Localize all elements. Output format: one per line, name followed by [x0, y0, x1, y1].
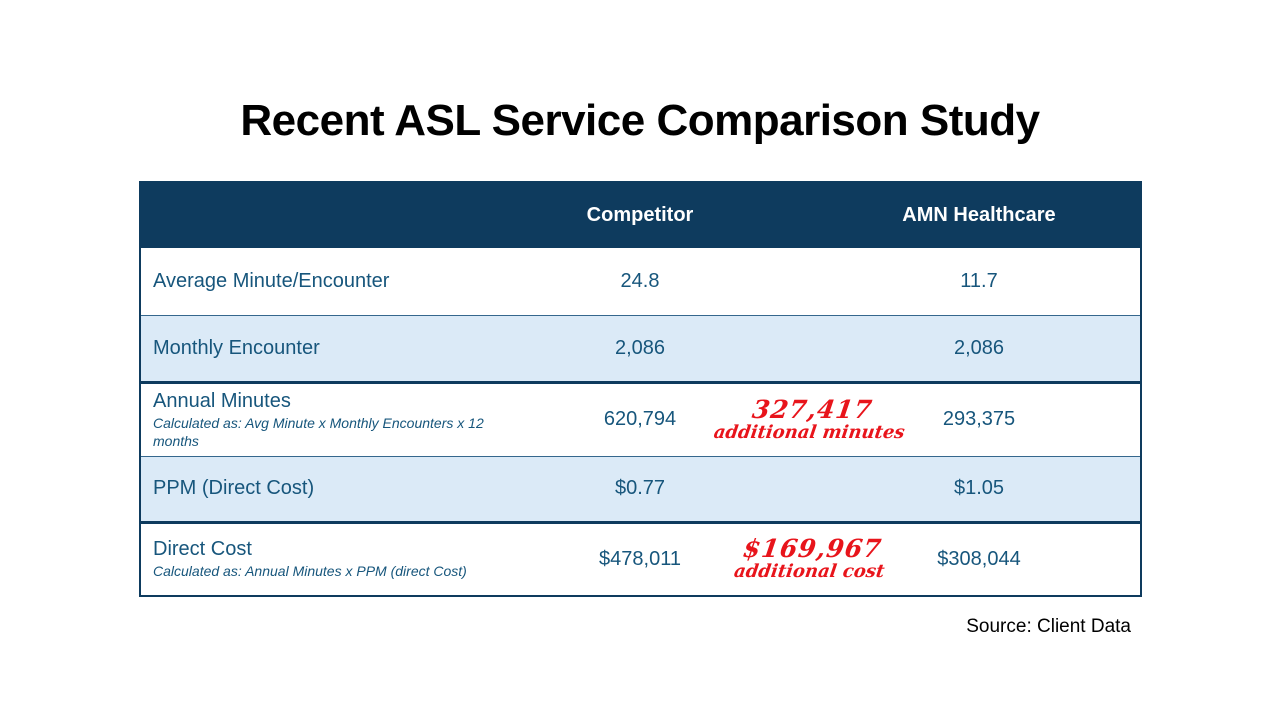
callout-cell: $169,967 additional cost [733, 522, 886, 596]
competitor-value: 620,794 [603, 408, 677, 430]
row-label-cell: PPM (Direct Cost) [140, 456, 506, 522]
row-label: Annual Minutes [153, 389, 291, 412]
callout-value: $169,967 [741, 534, 884, 564]
row-label: PPM (Direct Cost) [153, 477, 315, 499]
callout-value: 327,417 [750, 394, 875, 424]
row-label: Monthly Encounter [153, 336, 320, 359]
empty-header-cell [774, 182, 848, 248]
empty-header-cell [140, 182, 506, 248]
table-header-row: Competitor AMN Healthcare [140, 182, 1141, 248]
row-label-cell: Average Minute/Encounter [140, 248, 506, 315]
row-label-cell: Monthly Encounter [140, 315, 506, 382]
row-label-cell: Direct Cost Calculated as: Annual Minute… [140, 522, 506, 596]
callout-annotation: $169,967 additional cost [732, 534, 890, 583]
callout-cell: 327,417 additional minutes [712, 382, 906, 456]
source-note: Source: Client Data [966, 616, 1131, 637]
amn-value: 11.7 [960, 269, 998, 292]
amn-value: 293,375 [942, 408, 1016, 430]
table-row: Monthly Encounter 2,086 2,086 [140, 315, 1141, 382]
callout-annotation: 327,417 additional minutes [712, 394, 909, 443]
callout-cell [774, 315, 848, 382]
row-label: Direct Cost [153, 538, 252, 561]
table-row: PPM (Direct Cost) $0.77 $1.05 [140, 456, 1141, 522]
comparison-table: Competitor AMN Healthcare Average Minute… [139, 181, 1142, 597]
amn-value: 2,086 [953, 336, 1005, 359]
competitor-value: 2,086 [614, 336, 666, 359]
slide-title: Recent ASL Service Comparison Study [240, 96, 1040, 145]
callout-label: additional minutes [712, 421, 907, 443]
column-header-amn-healthcare: AMN Healthcare [902, 204, 1056, 226]
column-header-competitor: Competitor [586, 204, 694, 226]
amn-value: $1.05 [953, 477, 1005, 499]
row-sublabel: Calculated as: Annual Minutes x PPM (dir… [153, 563, 467, 580]
callout-label: additional cost [732, 561, 886, 583]
competitor-value: $0.77 [614, 477, 666, 499]
row-sublabel: Calculated as: Avg Minute x Monthly Enco… [153, 414, 484, 449]
table-row: Annual Minutes Calculated as: Avg Minute… [140, 382, 1141, 456]
table-row: Average Minute/Encounter 24.8 11.7 [140, 248, 1141, 315]
row-label: Average Minute/Encounter [153, 269, 390, 292]
callout-cell [774, 248, 848, 315]
table-row: Direct Cost Calculated as: Annual Minute… [140, 522, 1141, 596]
callout-cell [774, 456, 848, 522]
competitor-value: 24.8 [620, 269, 660, 292]
row-label-cell: Annual Minutes Calculated as: Avg Minute… [140, 382, 506, 456]
competitor-value: $478,011 [599, 547, 681, 570]
amn-value: $308,044 [937, 547, 1021, 570]
